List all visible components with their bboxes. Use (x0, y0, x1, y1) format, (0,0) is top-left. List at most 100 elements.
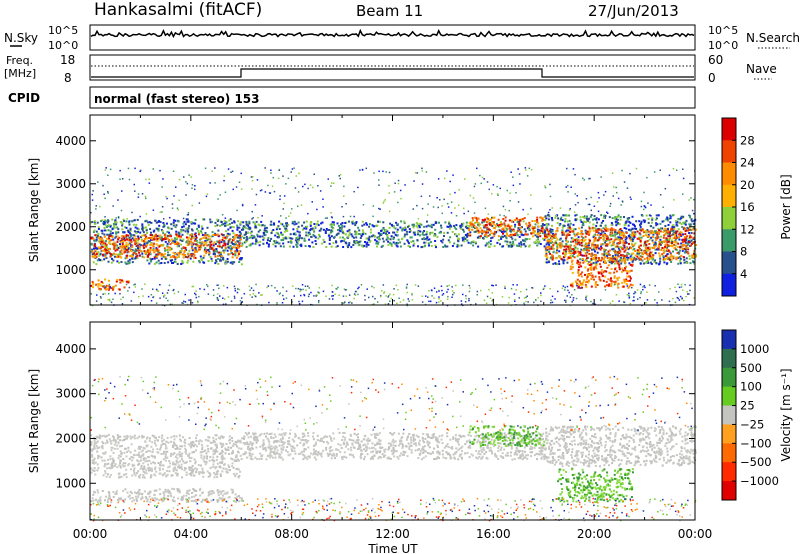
range-cell (552, 244, 555, 246)
range-cell (361, 233, 364, 236)
range-cell (580, 265, 583, 268)
range-cell (276, 302, 278, 304)
range-cell (408, 228, 411, 231)
range-cell (214, 225, 217, 228)
range-cell (594, 259, 597, 262)
range-cell (233, 237, 236, 240)
range-cell (515, 217, 518, 220)
range-cell (448, 284, 450, 287)
range-cell (128, 236, 131, 239)
range-cell (134, 226, 137, 229)
range-cell (581, 271, 584, 274)
ytick-label: 3000 (55, 177, 86, 191)
range-cell (616, 282, 619, 285)
range-cell (381, 244, 384, 247)
range-cell (672, 237, 675, 240)
range-cell (133, 183, 135, 186)
range-cell (425, 225, 428, 228)
range-cell (165, 236, 168, 239)
range-cell (588, 273, 590, 276)
range-cell (114, 220, 117, 222)
range-cell (408, 231, 411, 233)
range-cell (113, 226, 116, 229)
range-cell (117, 199, 119, 201)
range-cell (625, 280, 628, 282)
range-cell (550, 256, 552, 259)
range-cell (540, 229, 543, 232)
range-cell (178, 235, 181, 238)
range-cell (662, 255, 665, 258)
range-cell (577, 286, 580, 289)
range-cell (626, 258, 629, 261)
range-cell (323, 241, 326, 243)
range-cell (350, 246, 353, 249)
range-cell (443, 198, 445, 201)
range-cell (305, 227, 308, 230)
range-cell (669, 217, 672, 220)
range-cell (597, 257, 600, 260)
range-cell (634, 250, 637, 252)
range-cell (120, 279, 123, 282)
range-cell (489, 224, 492, 227)
range-cell (574, 242, 577, 245)
range-cell (186, 218, 189, 221)
range-cell (118, 288, 121, 291)
range-cell (427, 224, 430, 227)
range-cell (603, 194, 605, 196)
range-cell (353, 240, 356, 243)
range-cell (438, 298, 440, 300)
range-cell (476, 228, 479, 231)
range-cell (628, 297, 630, 299)
range-cell (654, 218, 657, 221)
range-cell (631, 263, 634, 266)
range-cell (568, 247, 570, 250)
range-cell (97, 279, 100, 282)
range-cell (115, 440, 117, 443)
range-cell (305, 231, 308, 234)
range-cell (577, 233, 580, 235)
range-cell (121, 243, 124, 245)
range-cell (355, 236, 358, 239)
range-cell (643, 244, 645, 247)
range-cell (104, 255, 107, 258)
range-cell (654, 241, 657, 244)
range-cell (673, 240, 676, 243)
range-cell (390, 297, 393, 300)
range-cell (610, 223, 613, 226)
range-cell (187, 236, 190, 239)
range-cell (123, 247, 126, 250)
range-cell (565, 214, 568, 217)
range-cell (95, 253, 98, 256)
range-cell (658, 246, 660, 249)
range-cell (164, 240, 167, 243)
range-cell (599, 233, 602, 236)
range-cell (164, 294, 166, 296)
range-cell (119, 243, 121, 246)
range-cell (688, 223, 691, 226)
range-cell (571, 263, 574, 266)
range-cell (417, 231, 419, 233)
range-cell (472, 244, 475, 247)
range-cell (186, 261, 189, 264)
range-cell (112, 298, 114, 300)
range-cell (342, 215, 345, 218)
range-cell (457, 233, 460, 236)
range-cell (567, 229, 570, 232)
range-cell (681, 226, 684, 228)
range-cell (393, 191, 396, 193)
range-cell (624, 241, 627, 244)
range-cell (223, 175, 226, 177)
range-cell (641, 253, 644, 256)
range-cell (339, 174, 342, 176)
range-cell (690, 239, 693, 242)
range-cell (670, 234, 673, 237)
range-cell (135, 249, 138, 252)
range-cell (238, 250, 241, 253)
range-cell (619, 228, 622, 230)
range-cell (190, 238, 193, 241)
cpid-panel (89, 86, 696, 109)
range-cell (662, 249, 665, 252)
range-cell (610, 222, 613, 224)
range-cell (634, 231, 637, 234)
range-cell (593, 257, 596, 259)
